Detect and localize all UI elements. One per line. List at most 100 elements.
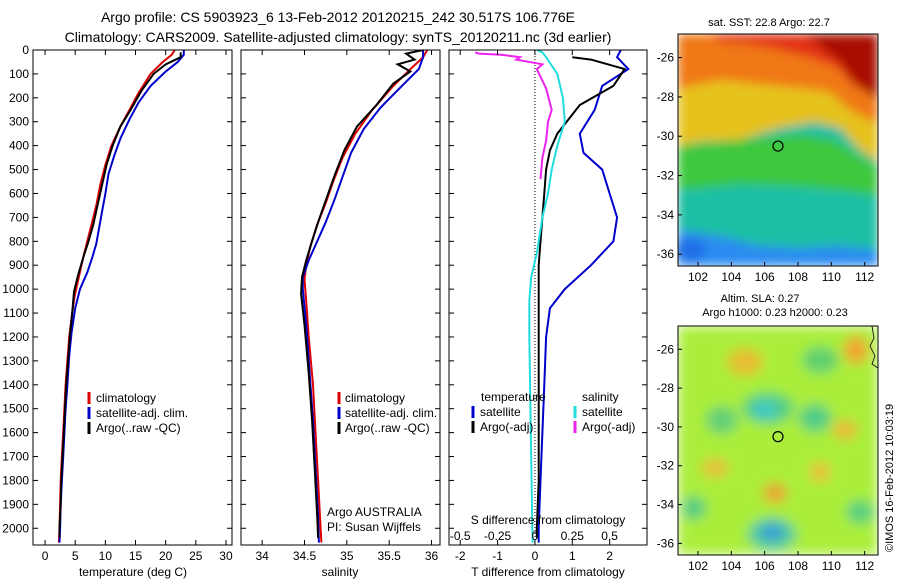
x-tick-label: 34 (255, 549, 269, 563)
legend-satellite-label: satellite-adj. clim. (96, 406, 188, 420)
salinity-panel: 34 34.5 35 35.5 36 salinity climatology sate… (240, 49, 441, 579)
sst-field (678, 34, 878, 266)
lon-tick-label: 110 (822, 270, 841, 284)
s-tick-label: 0 (532, 529, 539, 543)
sst-map-title: sat. SST: 22.8 Argo: 22.7 (708, 17, 830, 29)
difference-legend: temperature salinity satellite Argo(-adj… (471, 390, 635, 434)
x-tick-label: 35 (340, 549, 354, 563)
series-line-1 (535, 56, 627, 538)
temperature-legend: climatology satellite-adj. clim. Argo(..… (87, 391, 188, 435)
x-tick-label: 25 (189, 549, 203, 563)
s-difference-axis-label: S difference from climatology (471, 513, 626, 527)
lat-tick-label: -34 (657, 208, 675, 222)
depth-tick-label: 1900 (2, 497, 29, 511)
series-line-2 (528, 50, 566, 543)
difference-plot-frame (448, 49, 648, 546)
depth-tick-label: 500 (9, 163, 29, 177)
series-line-0 (537, 50, 630, 543)
legend-argo-label: Argo(..raw -QC) (345, 421, 430, 435)
salinity-axis-label: salinity (322, 565, 359, 579)
depth-tick-label: 2000 (2, 521, 29, 535)
legend-salinity-header: salinity (582, 390, 619, 404)
legend-climatology-label: climatology (345, 391, 405, 405)
lat-tick-label: -32 (657, 169, 675, 183)
legend-temp-argo-label: Argo(-adj) (480, 420, 533, 434)
series-line-3 (474, 51, 553, 180)
sla-field (678, 326, 878, 555)
depth-tick-label: 1100 (3, 306, 29, 320)
lat-tick-label: -36 (657, 247, 675, 261)
series-line-2 (300, 50, 424, 538)
depth-tick-label: 1000 (2, 282, 29, 296)
lon-tick-label: 112 (855, 559, 874, 573)
sla-map-title: Altim. SLA: 0.27 (721, 293, 800, 305)
temperature-axis-label: temperature (deg C) (79, 565, 187, 579)
depth-tick-label: 200 (9, 91, 29, 105)
s-tick-label: -0.5 (450, 529, 471, 543)
sla-map-subtitle: Argo h1000: 0.23 h2000: 0.23 (702, 307, 848, 319)
lon-tick-label: 102 (688, 559, 708, 573)
lon-tick-label: 106 (755, 270, 775, 284)
depth-tick-label: 1800 (2, 473, 29, 487)
series-line-0 (57, 50, 176, 543)
x-tick-label: 0 (532, 549, 539, 563)
lon-tick-label: 108 (788, 270, 808, 284)
argo-location-marker (772, 140, 784, 152)
depth-tick-label: 0 (22, 43, 29, 57)
lon-tick-label: 110 (822, 559, 841, 573)
coastline (869, 326, 878, 369)
x-tick-label: 35.5 (378, 549, 402, 563)
x-tick-label: 36 (425, 549, 439, 563)
depth-tick-label: 1600 (2, 426, 29, 440)
lon-tick-label: 108 (788, 559, 808, 573)
lat-tick-label: -26 (657, 51, 675, 65)
figure-title-line2: Climatology: CARS2009. Satellite-adjuste… (65, 29, 612, 45)
argo-location-marker (772, 431, 784, 443)
depth-tick-label: 100 (9, 67, 29, 81)
salinity-legend: climatology satellite-adj. clim. Argo(..… (337, 391, 437, 435)
depth-tick-label: 900 (9, 258, 29, 272)
series-line-0 (303, 50, 429, 543)
legend-satellite-label: satellite-adj. clim. (345, 406, 437, 420)
lon-tick-label: 112 (855, 270, 874, 284)
difference-panel: -2 -1 0 1 2 -0.5 -0.25 0 0.25 0.5 S difference f… (448, 49, 648, 579)
sla-map-frame (677, 325, 879, 556)
x-tick-label: 10 (99, 549, 113, 563)
depth-tick-label: 1500 (2, 402, 29, 416)
depth-tick-label: 800 (9, 234, 29, 248)
legend-argo-label: Argo(..raw -QC) (96, 421, 181, 435)
lat-tick-label: -28 (657, 90, 675, 104)
attribution-line1: Argo AUSTRALIA (327, 505, 422, 519)
sst-map-panel: sat. SST: 22.8 Argo: 22.7 102 104 106 108 11… (657, 17, 879, 284)
lat-tick-label: -30 (657, 129, 675, 143)
attribution-line2: PI: Susan Wijffels (327, 520, 421, 534)
legend-sal-satellite-label: satellite (582, 405, 623, 419)
depth-tick-label: 400 (9, 139, 29, 153)
depth-tick-label: 1700 (2, 450, 29, 464)
legend-sal-argo-label: Argo(-adj) (582, 420, 635, 434)
sla-map-panel: Altim. SLA: 0.27 Argo h1000: 0.23 h2000:… (657, 293, 879, 573)
imos-timestamp: ©IMOS 16-Feb-2012 10:03:19 (884, 404, 896, 552)
x-tick-label: 30 (219, 549, 233, 563)
s-tick-label: 0.5 (601, 529, 618, 543)
sst-map-frame (677, 33, 879, 267)
x-tick-label: 1 (569, 549, 576, 563)
figure-title-line1: Argo profile: CS 5903923_6 13-Feb-2012 2… (101, 9, 575, 25)
lat-tick-label: -34 (657, 498, 675, 512)
lat-tick-label: -32 (657, 459, 675, 473)
legend-temperature-header: temperature (481, 390, 546, 404)
lat-tick-label: -26 (657, 342, 675, 356)
lat-tick-label: -30 (657, 420, 675, 434)
depth-tick-label: 300 (9, 115, 29, 129)
x-tick-label: -1 (492, 549, 503, 563)
depth-tick-label: 1400 (2, 378, 29, 392)
x-tick-label: 34.5 (293, 549, 317, 563)
x-tick-label: 20 (159, 549, 173, 563)
legend-climatology-label: climatology (96, 391, 156, 405)
s-tick-label: -0.25 (484, 529, 512, 543)
x-tick-label: 15 (129, 549, 143, 563)
lon-tick-label: 104 (721, 270, 741, 284)
depth-tick-label: 700 (9, 210, 29, 224)
legend-temp-satellite-label: satellite (480, 405, 521, 419)
salinity-plot-frame (240, 49, 441, 546)
